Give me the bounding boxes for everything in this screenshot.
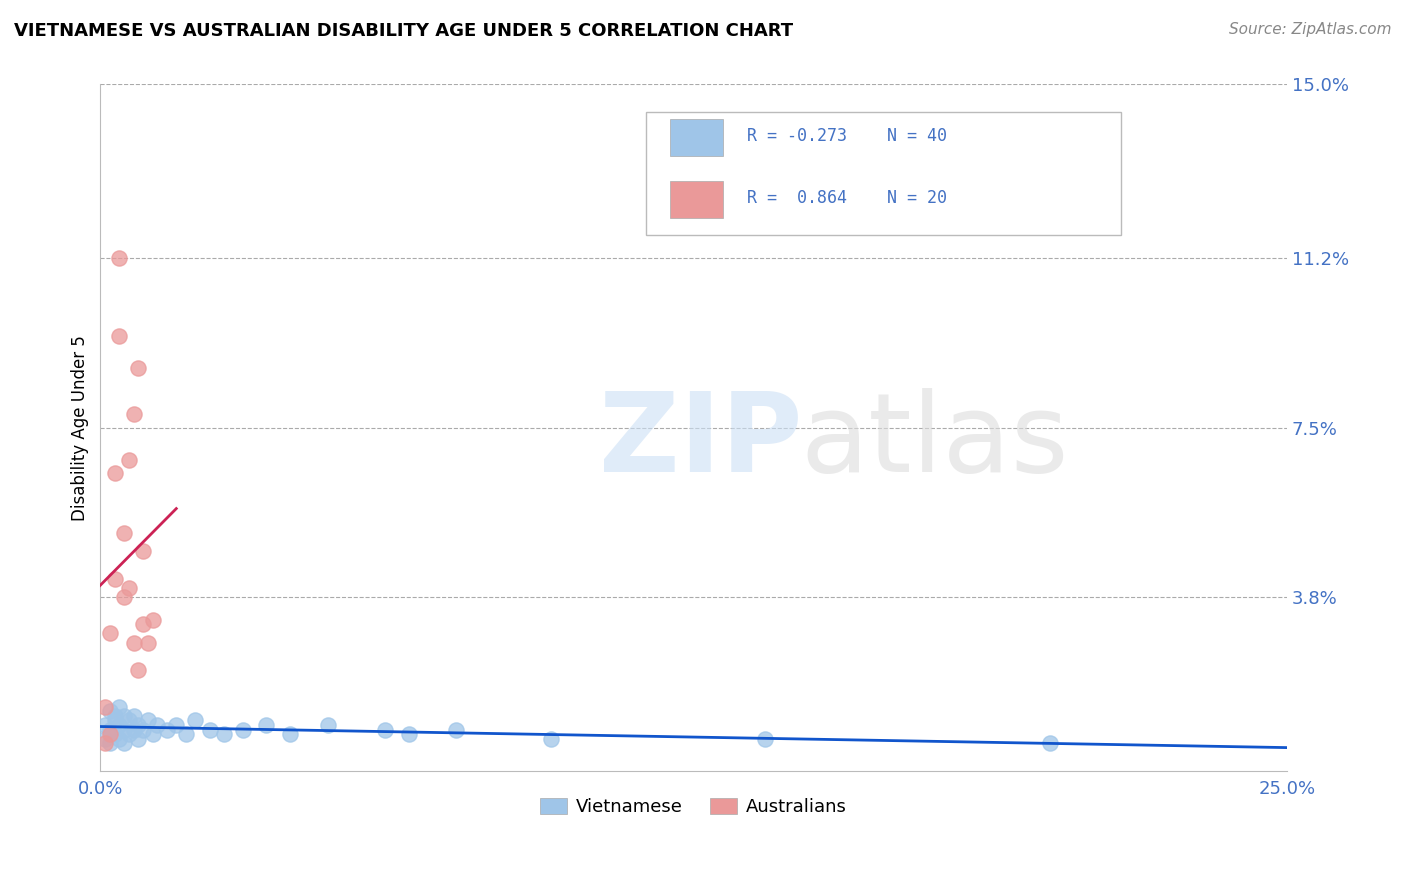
Point [316, 718, 339, 732]
Point [256, 718, 278, 732]
Point [98, 626, 121, 640]
Point [112, 736, 135, 750]
Point [94, 731, 117, 746]
Point [232, 723, 254, 737]
Point [127, 663, 149, 677]
Point [103, 714, 125, 728]
Point [103, 727, 125, 741]
Point [754, 731, 776, 746]
Point [132, 617, 155, 632]
Point [540, 731, 562, 746]
Point [103, 572, 125, 586]
Text: Source: ZipAtlas.com: Source: ZipAtlas.com [1229, 22, 1392, 37]
Point [174, 727, 197, 741]
Point [132, 723, 155, 737]
Point [108, 718, 131, 732]
Point [184, 714, 207, 728]
Point [127, 718, 149, 732]
Point [118, 727, 141, 741]
Point [112, 723, 135, 737]
Point [108, 731, 131, 746]
Point [112, 525, 135, 540]
Point [94, 736, 117, 750]
Point [136, 635, 159, 649]
Point [112, 708, 135, 723]
Point [1038, 736, 1060, 750]
Point [118, 714, 141, 728]
Bar [669, 180, 723, 219]
Point [98, 723, 121, 737]
Point [142, 613, 165, 627]
Text: VIETNAMESE VS AUSTRALIAN DISABILITY AGE UNDER 5 CORRELATION CHART: VIETNAMESE VS AUSTRALIAN DISABILITY AGE … [14, 22, 793, 40]
Point [146, 718, 169, 732]
Text: R = -0.273    N = 40: R = -0.273 N = 40 [747, 127, 948, 145]
Text: R =  0.864    N = 20: R = 0.864 N = 20 [747, 189, 948, 207]
Point [132, 544, 155, 558]
Point [118, 452, 141, 467]
Point [142, 727, 165, 741]
Point [103, 708, 125, 723]
Point [94, 718, 117, 732]
Text: atlas: atlas [800, 388, 1069, 495]
Point [374, 723, 396, 737]
Point [136, 714, 159, 728]
Point [103, 467, 125, 481]
Point [127, 731, 149, 746]
Point [446, 723, 468, 737]
Point [212, 727, 235, 741]
Point [165, 718, 187, 732]
Legend: Vietnamese, Australians: Vietnamese, Australians [533, 790, 855, 823]
Point [278, 727, 301, 741]
Point [108, 252, 131, 266]
Point [122, 635, 145, 649]
Point [198, 723, 221, 737]
Point [112, 590, 135, 604]
Point [118, 581, 141, 595]
Point [122, 708, 145, 723]
Point [98, 727, 121, 741]
Point [108, 699, 131, 714]
Bar [669, 119, 723, 156]
Point [94, 699, 117, 714]
Point [398, 727, 420, 741]
FancyBboxPatch shape [647, 112, 1121, 235]
Point [98, 704, 121, 718]
Point [156, 723, 179, 737]
Point [98, 736, 121, 750]
Point [122, 407, 145, 421]
Point [108, 329, 131, 343]
Text: ZIP: ZIP [599, 388, 801, 495]
Y-axis label: Disability Age Under 5: Disability Age Under 5 [72, 334, 89, 521]
Point [122, 723, 145, 737]
Point [127, 361, 149, 376]
